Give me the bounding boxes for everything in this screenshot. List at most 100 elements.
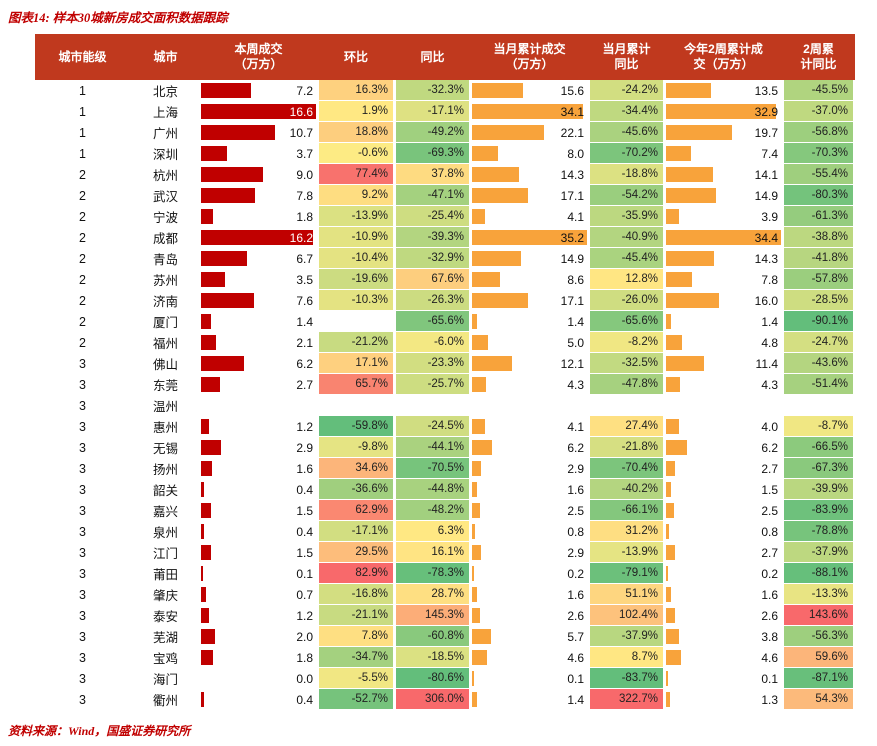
table-row: 3 衢州 0.4 -52.7% 306.0% 1.4 322.7% 1.3 54.3%	[35, 689, 855, 710]
ytd2w-sales-cell: 2.7	[666, 542, 781, 563]
yoy-change: -48.2%	[396, 500, 469, 521]
table-row: 3 宝鸡 1.8 -34.7% -18.5% 4.6 8.7% 4.6 59.6%	[35, 647, 855, 668]
week-sales-value: 10.7	[289, 125, 313, 140]
header-wow: 环比	[343, 49, 368, 64]
yoy-change: -17.1%	[396, 101, 469, 122]
week-sales-cell: 1.8	[201, 206, 316, 227]
mtd-yoy-change: -54.2%	[590, 185, 663, 206]
table-row: 3 佛山 6.2 17.1% -23.3% 12.1 -32.5% 11.4 -43.6%	[35, 353, 855, 374]
week-sales-cell: 3.5	[201, 269, 316, 290]
yoy-change: -80.6%	[396, 668, 469, 689]
mtd-sales-bar	[472, 419, 486, 434]
mtd-yoy-change: -37.9%	[590, 626, 663, 647]
yoy-change: 145.3%	[396, 605, 469, 626]
wow-change: -10.4%	[319, 248, 393, 269]
table-row: 2 济南 7.6 -10.3% -26.3% 17.1 -26.0% 16.0 -28.5%	[35, 290, 855, 311]
city-name: 成都	[152, 232, 178, 246]
ytd2w-sales-bar	[666, 377, 681, 392]
ytd2w-sales-bar	[666, 146, 691, 161]
mtd-yoy-change: -34.4%	[590, 101, 663, 122]
ytd2w-sales-value: 14.3	[754, 251, 778, 266]
ytd2w-sales-bar	[666, 608, 675, 623]
wow-change: 62.9%	[319, 500, 393, 521]
mtd-sales-cell: 1.4	[472, 311, 587, 332]
wow-change	[319, 395, 393, 416]
week-sales-bar	[201, 608, 210, 623]
week-sales-cell: 1.5	[201, 542, 316, 563]
mtd-sales-bar	[472, 545, 482, 560]
wow-change: -10.9%	[319, 227, 393, 248]
tier-value: 3	[79, 608, 86, 623]
mtd-yoy-change: 31.2%	[590, 521, 663, 542]
week-sales-value: 7.6	[296, 293, 313, 308]
ytd2w-yoy-change: -13.3%	[784, 584, 853, 605]
page-title: 图表14: 样本30城新房成交面积数据跟踪	[8, 11, 228, 25]
mtd-sales-value: 2.9	[567, 545, 584, 560]
header-week-sales: 本周成交 （万方）	[234, 42, 283, 71]
mtd-yoy-change: -18.8%	[590, 164, 663, 185]
ytd2w-yoy-change: -78.8%	[784, 521, 853, 542]
mtd-sales-value: 1.4	[567, 692, 584, 707]
week-sales-cell: 3.7	[201, 143, 316, 164]
wow-change: 29.5%	[319, 542, 393, 563]
yoy-change: 16.1%	[396, 542, 469, 563]
mtd-sales-cell: 0.1	[472, 668, 587, 689]
table-row: 3 惠州 1.2 -59.8% -24.5% 4.1 27.4% 4.0 -8.7%	[35, 416, 855, 437]
ytd2w-sales-bar	[666, 335, 683, 350]
wow-change: -5.5%	[319, 668, 393, 689]
ytd2w-sales-cell: 1.5	[666, 479, 781, 500]
tier-value: 2	[79, 209, 86, 224]
ytd2w-sales-bar	[666, 356, 705, 371]
ytd2w-sales-cell: 1.4	[666, 311, 781, 332]
wow-change: -21.2%	[319, 332, 393, 353]
mtd-sales-cell: 2.6	[472, 605, 587, 626]
ytd2w-sales-value: 13.5	[754, 83, 778, 98]
week-sales-bar	[201, 209, 214, 224]
ytd2w-yoy-change: -38.8%	[784, 227, 853, 248]
wow-change: -34.7%	[319, 647, 393, 668]
ytd2w-sales-bar	[666, 461, 676, 476]
ytd2w-yoy-change: -83.9%	[784, 500, 853, 521]
mtd-sales-bar	[472, 377, 487, 392]
ytd2w-yoy-change: 54.3%	[784, 689, 853, 710]
table-row: 2 宁波 1.8 -13.9% -25.4% 4.1 -35.9% 3.9 -61.3%	[35, 206, 855, 227]
table-row: 3 泉州 0.4 -17.1% 6.3% 0.8 31.2% 0.8 -78.8%	[35, 521, 855, 542]
ytd2w-yoy-change: -24.7%	[784, 332, 853, 353]
ytd2w-sales-cell: 1.6	[666, 584, 781, 605]
week-sales-value: 16.2	[289, 230, 313, 245]
mtd-sales-value: 2.9	[567, 461, 584, 476]
mtd-sales-value: 17.1	[560, 188, 584, 203]
mtd-sales-cell: 35.2	[472, 227, 587, 248]
table-row: 1 上海 16.6 1.9% -17.1% 34.1 -34.4% 32.9 -37.0%	[35, 101, 855, 122]
week-sales-value: 1.2	[296, 419, 313, 434]
table-row: 3 海门 0.0 -5.5% -80.6% 0.1 -83.7% 0.1 -87.1%	[35, 668, 855, 689]
table-row: 2 厦门 1.4 -65.6% 1.4 -65.6% 1.4 -90.1%	[35, 311, 855, 332]
week-sales-value: 3.5	[296, 272, 313, 287]
tier-value: 3	[79, 566, 86, 581]
table-row: 3 芜湖 2.0 7.8% -60.8% 5.7 -37.9% 3.8 -56.3%	[35, 626, 855, 647]
mtd-sales-bar	[472, 251, 521, 266]
mtd-sales-value: 1.6	[567, 587, 584, 602]
week-sales-bar	[201, 188, 256, 203]
ytd2w-sales-value: 2.6	[761, 608, 778, 623]
mtd-sales-value: 5.0	[567, 335, 584, 350]
table-body: 1 北京 7.2 16.3% -32.3% 15.6 -24.2% 13.5 -45.5% 1 上海…	[35, 80, 855, 710]
tier-value: 3	[79, 524, 86, 539]
city-name: 江门	[152, 547, 178, 561]
city-name: 海门	[152, 673, 178, 687]
week-sales-cell	[201, 395, 316, 416]
tier-value: 1	[79, 146, 86, 161]
ytd2w-sales-value: 1.6	[761, 587, 778, 602]
mtd-sales-value: 14.9	[560, 251, 584, 266]
yoy-change: 67.6%	[396, 269, 469, 290]
yoy-change: -60.8%	[396, 626, 469, 647]
ytd2w-yoy-change: -61.3%	[784, 206, 853, 227]
week-sales-value: 6.7	[296, 251, 313, 266]
tier-value: 3	[79, 440, 86, 455]
ytd2w-sales-bar	[666, 692, 671, 707]
ytd2w-yoy-change: 143.6%	[784, 605, 853, 626]
mtd-sales-value: 0.2	[567, 566, 584, 581]
mtd-sales-cell: 6.2	[472, 437, 587, 458]
ytd2w-yoy-change	[784, 395, 853, 416]
ytd2w-yoy-change: -57.8%	[784, 269, 853, 290]
